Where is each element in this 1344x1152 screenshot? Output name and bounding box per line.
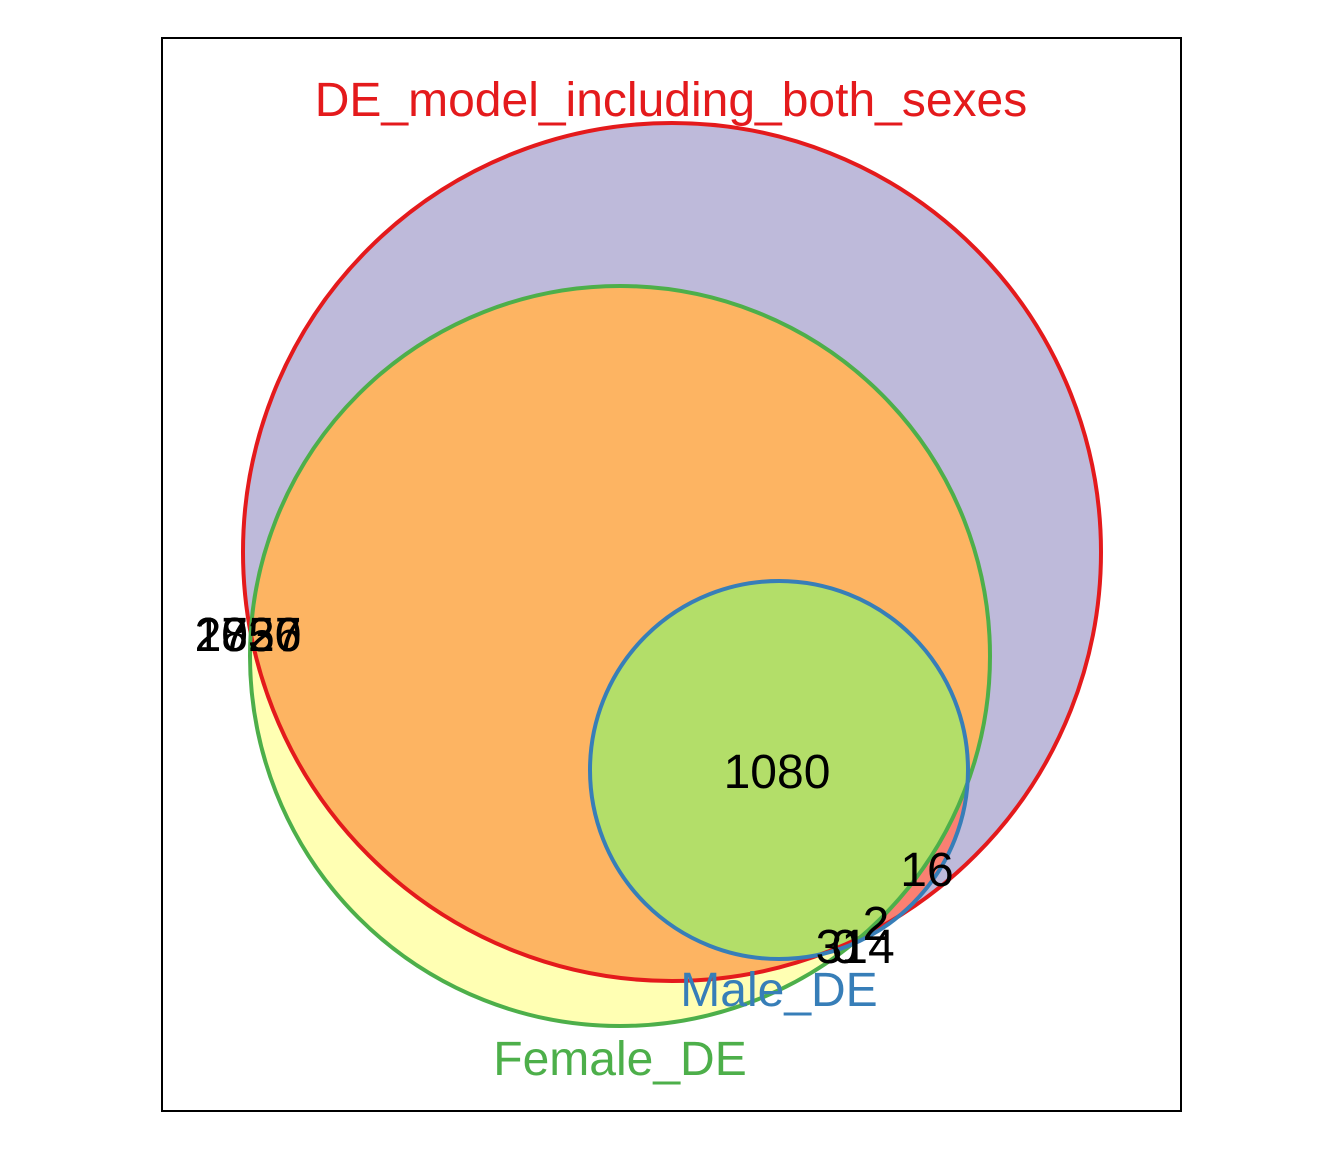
- male-female-overlap-fill: [590, 581, 968, 959]
- count-overlapping-c: 2020: [195, 609, 302, 662]
- female-de-label: Female_DE: [493, 1033, 746, 1086]
- count-overlapping-b: 1856: [195, 609, 302, 662]
- female-de-circle: [248, 284, 992, 1028]
- de-both-sexes-circle: [241, 121, 1103, 983]
- male-de-circle: [588, 579, 970, 961]
- count-small-a: 2: [863, 898, 890, 951]
- count-small-b: 3: [816, 921, 843, 974]
- count-overlapping-a: 2737: [195, 609, 302, 662]
- plot-frame: [161, 37, 1182, 1112]
- count-de-and-male: 16: [900, 844, 953, 897]
- count-all-three: 1080: [724, 746, 831, 799]
- count-small-c: 0: [832, 921, 859, 974]
- male-de-label: Male_DE: [680, 964, 877, 1017]
- count-small-d: 14: [841, 921, 894, 974]
- de-both-sexes-label: DE_model_including_both_sexes: [315, 74, 1027, 127]
